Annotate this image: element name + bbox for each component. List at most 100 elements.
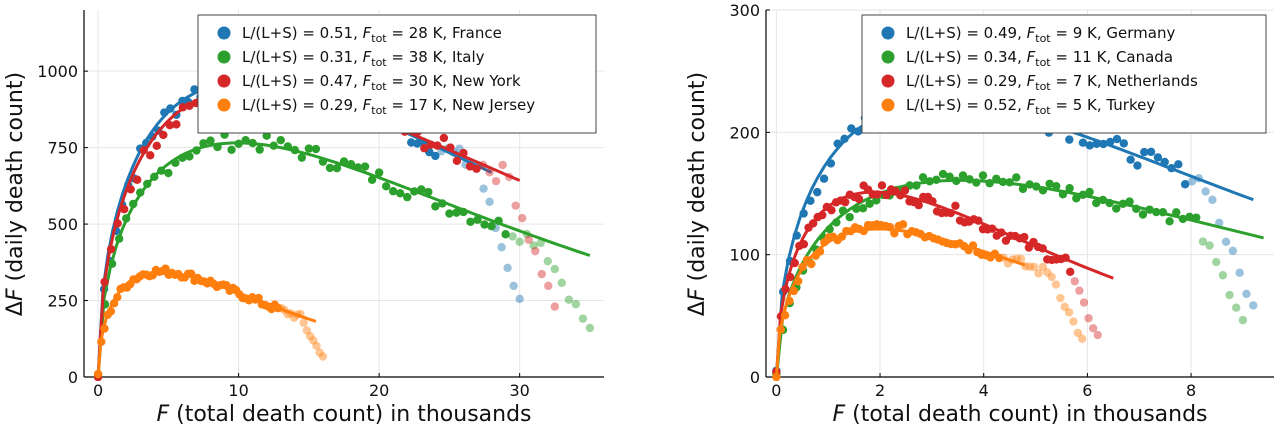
- data-point-canada: [1198, 237, 1208, 246]
- legend-marker-germany: [881, 26, 895, 40]
- data-point-germany: [1140, 147, 1149, 157]
- data-point-new-york: [133, 175, 142, 184]
- panel-1: 0 10 20 30 0 250 500 750 1000 F (total death coun…: [3, 10, 604, 427]
- data-point-germany: [1228, 246, 1238, 256]
- data-point-canada: [858, 204, 868, 213]
- data-point-germany: [1126, 155, 1135, 164]
- data-point-canada: [1232, 303, 1241, 312]
- data-point-turkey: [1060, 302, 1069, 312]
- fit-line-canada: [774, 178, 1264, 378]
- data-point-turkey: [1034, 269, 1043, 278]
- data-point-italy: [227, 145, 236, 155]
- data-point-italy: [480, 220, 489, 229]
- data-point-turkey: [1038, 262, 1048, 272]
- data-point-new-york: [524, 235, 533, 244]
- y-tick-label: 200: [729, 123, 760, 142]
- legend: L/(L+S) = 0.49, Ftot = 9 K, Germany L/(L+…: [861, 14, 1267, 134]
- legend-label-new-jersey: L/(L+S) = 0.29, Ftot = 17 K, New Jersey: [242, 96, 535, 117]
- data-point-germany: [1078, 138, 1088, 147]
- data-point-canada: [1212, 257, 1221, 267]
- legend-marker-netherlands: [881, 74, 895, 88]
- plot-area: [772, 88, 1264, 381]
- data-point-italy: [466, 217, 475, 226]
- y-axis-label: ΔF (daily death count): [3, 72, 28, 316]
- legend-marker-new-jersey: [217, 98, 231, 112]
- data-point-italy: [508, 232, 517, 241]
- data-point-canada: [1065, 184, 1074, 193]
- data-point-italy: [431, 202, 440, 211]
- legend-box: [861, 14, 1267, 134]
- x-tick-label: 10: [228, 381, 248, 400]
- data-point-new-york: [544, 281, 553, 291]
- x-tick-label: 30: [509, 381, 529, 400]
- data-point-new-york: [485, 168, 494, 177]
- data-point-italy: [585, 323, 595, 333]
- data-point-netherlands: [877, 181, 887, 190]
- data-point-new-york: [472, 164, 481, 173]
- data-point-italy: [332, 163, 342, 173]
- data-point-italy: [529, 241, 538, 250]
- x-tick-label: 8: [1186, 381, 1196, 400]
- data-point-italy: [550, 264, 560, 274]
- data-point-new-york: [172, 120, 181, 129]
- data-point-new-jersey: [302, 326, 312, 335]
- data-point-italy: [367, 175, 377, 185]
- data-point-germany: [1112, 134, 1122, 144]
- data-point-france: [509, 281, 518, 291]
- series-new-jersey: [93, 264, 328, 379]
- data-point-turkey: [1056, 293, 1065, 303]
- data-point-new-york: [511, 201, 520, 210]
- fit-line-netherlands: [774, 190, 1114, 378]
- data-point-new-york: [452, 156, 462, 166]
- x-tick-label: 6: [1082, 381, 1092, 400]
- data-point-canada: [1092, 198, 1101, 208]
- data-point-italy: [360, 162, 370, 171]
- y-tick-label: 250: [47, 292, 78, 311]
- x-tick-label: 20: [369, 381, 389, 400]
- data-point-canada: [1045, 179, 1054, 188]
- data-point-netherlands: [900, 186, 910, 195]
- legend-label-netherlands: L/(L+S) = 0.29, Ftot = 7 K, Netherlands: [906, 72, 1198, 93]
- data-point-new-york: [498, 160, 507, 170]
- data-point-new-jersey: [309, 336, 318, 345]
- x-tick-label: 2: [875, 381, 885, 400]
- data-point-netherlands: [1084, 314, 1093, 323]
- data-point-canada: [958, 171, 968, 180]
- data-point-italy: [564, 295, 574, 304]
- data-point-new-jersey: [312, 341, 321, 351]
- legend-label-new-york: L/(L+S) = 0.47, Ftot = 30 K, New York: [242, 72, 521, 93]
- x-axis-label: F (total death count) in thousands: [832, 402, 1207, 427]
- data-point-italy: [297, 153, 307, 162]
- data-point-new-york: [465, 162, 475, 171]
- legend-marker-new-york: [217, 74, 231, 88]
- data-point-italy: [557, 278, 567, 288]
- data-point-turkey: [1047, 272, 1056, 282]
- data-point-new-york: [152, 141, 161, 151]
- data-point-germany: [1119, 139, 1129, 148]
- data-point-netherlands: [1093, 330, 1102, 340]
- data-point-france: [515, 294, 524, 304]
- data-point-italy: [543, 256, 552, 266]
- data-point-new-jersey: [315, 348, 324, 357]
- data-point-italy: [571, 299, 581, 309]
- data-point-netherlands: [951, 201, 960, 210]
- data-point-italy: [206, 136, 215, 145]
- data-point-italy: [515, 237, 524, 246]
- data-point-italy: [501, 230, 510, 239]
- data-point-italy: [311, 144, 321, 154]
- data-point-turkey: [1069, 317, 1078, 326]
- series-italy: [93, 130, 595, 381]
- data-point-germany: [1201, 187, 1210, 196]
- data-point-new-jersey: [305, 331, 315, 341]
- data-point-canada: [918, 173, 928, 182]
- data-point-germany: [1146, 147, 1156, 157]
- data-point-france: [431, 151, 440, 161]
- data-point-new-york: [517, 213, 527, 223]
- legend-marker-turkey: [881, 98, 895, 112]
- series-turkey: [772, 220, 1087, 381]
- data-point-canada: [1112, 204, 1121, 213]
- data-point-canada: [1218, 271, 1228, 280]
- legend-label-canada: L/(L+S) = 0.34, Ftot = 11 K, Canada: [906, 48, 1173, 69]
- data-point-new-york: [439, 133, 449, 143]
- fit-line-italy: [96, 141, 591, 378]
